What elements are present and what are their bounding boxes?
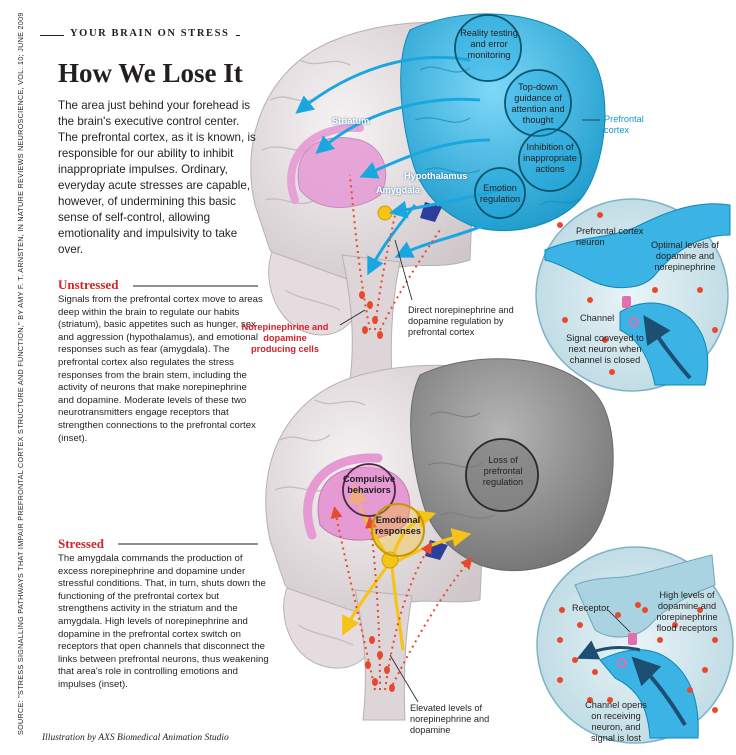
kicker: YOUR BRAIN ON STRESS xyxy=(64,28,236,39)
label-high-levels: High levels of dopamine and norepinephri… xyxy=(656,590,718,633)
label-receptor: Receptor xyxy=(572,603,610,613)
label-direct-regulation: Direct norepinephrine and dopamine regul… xyxy=(408,305,514,337)
kicker-rule: YOUR BRAIN ON STRESS xyxy=(40,28,240,39)
label-loss-regulation: Loss of prefrontal regulation xyxy=(482,455,524,487)
label-signal-conveyed: Signal conveyed to next neuron when chan… xyxy=(566,333,644,365)
top-inset-signal-arrow xyxy=(643,315,692,380)
bottom-brain xyxy=(265,358,614,721)
label-elevated-levels: Elevated levels of norepinephrine and do… xyxy=(410,703,490,735)
top-brain xyxy=(250,13,606,381)
label-reality-testing: Reality testing and error monitoring xyxy=(460,28,518,60)
source-citation: SOURCE: "STRESS SIGNALLING PATHWAYS THAT… xyxy=(16,12,25,735)
bottom-inset-broken-signal xyxy=(631,656,687,727)
bottom-loss-circle xyxy=(465,438,539,512)
stressed-heading: Stressed xyxy=(58,536,104,551)
stressed-body: The amygdala commands the production of … xyxy=(58,553,269,690)
top-inset-dots xyxy=(557,212,718,375)
unstressed-heading: Unstressed xyxy=(58,277,119,292)
label-prefrontal-neuron: Prefrontal cortex neuron xyxy=(576,226,644,247)
bottom-producing-cells xyxy=(365,636,395,692)
label-amygdala: Amygdala xyxy=(376,185,420,195)
page-title: How We Lose It xyxy=(58,58,243,88)
label-compulsive-behaviors: Compulsive behaviors xyxy=(343,474,396,495)
label-emotional-responses: Emotional responses xyxy=(375,515,421,536)
unstressed-body: Signals from the prefrontal cortex move … xyxy=(58,294,263,444)
bottom-inset-receptor-icon xyxy=(628,633,637,645)
bottom-inset xyxy=(536,546,734,744)
bottom-emotional-circle xyxy=(371,503,425,557)
bottom-gyri xyxy=(274,399,366,646)
bottom-inset-postsynaptic-neuron xyxy=(599,649,699,739)
label-striatum: Striatum xyxy=(332,116,370,126)
label-emotion-regulation: Emotion regulation xyxy=(479,183,521,204)
label-hypothalamus: Hypothalamus xyxy=(404,171,468,181)
top-limbic-arc xyxy=(287,123,364,204)
bottom-inset-channel-icon xyxy=(617,658,627,668)
top-prefrontal-cortex xyxy=(400,13,606,232)
top-leaders xyxy=(339,119,600,326)
intro-paragraph: The area just behind your forehead is th… xyxy=(58,99,256,256)
top-neurotransmitter-paths xyxy=(349,174,441,331)
bottom-leader xyxy=(389,654,419,703)
top-inset xyxy=(535,198,731,392)
label-optimal-levels: Optimal levels of dopamine and norepinep… xyxy=(651,240,719,272)
illustration-credit: Illustration by AXS Biomedical Animation… xyxy=(42,733,229,743)
label-channel: Channel xyxy=(580,313,615,323)
label-top-down-guidance: Top-down guidance of attention and thoug… xyxy=(511,82,565,125)
top-inset-presynaptic-neuron xyxy=(544,203,731,289)
top-pfc-arrows xyxy=(295,56,506,276)
bottom-limbic-arc xyxy=(303,453,383,540)
bottom-compulsive-circle xyxy=(342,463,396,517)
label-producing-cells: Norepinephrine and dopamine producing ce… xyxy=(241,322,329,354)
bottom-inset-receptor-leader xyxy=(607,609,631,633)
top-inset-receptor-icon xyxy=(629,317,639,327)
top-function-circles xyxy=(454,14,582,219)
top-producing-cells xyxy=(359,291,383,339)
bottom-inset-dots xyxy=(557,602,718,713)
top-inset-channel-icon xyxy=(622,296,631,308)
label-inhibition: Inhibition of inappropriate actions xyxy=(523,142,577,174)
top-striatum xyxy=(297,136,387,208)
label-prefrontal-cortex: Prefrontal cortex xyxy=(604,114,644,135)
bottom-inset-escape-arrow xyxy=(576,640,641,660)
top-amygdala xyxy=(377,205,393,221)
label-channel-opens: Channel opens on receiving neuron, and s… xyxy=(585,700,647,743)
